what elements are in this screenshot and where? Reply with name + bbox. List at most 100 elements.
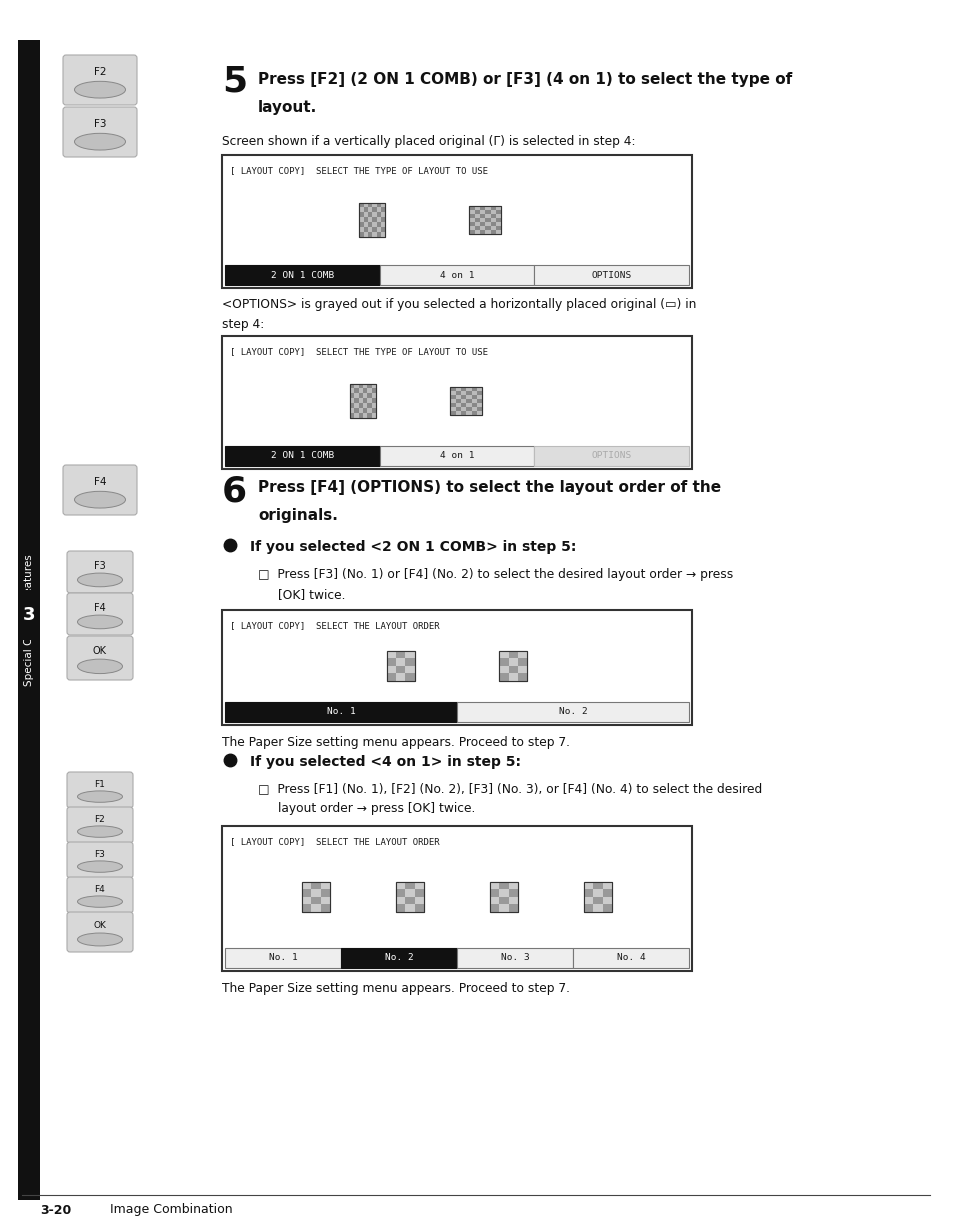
Ellipse shape bbox=[77, 659, 122, 674]
Bar bbox=[358, 393, 363, 398]
Bar bbox=[469, 205, 500, 233]
FancyBboxPatch shape bbox=[63, 55, 137, 106]
Bar bbox=[359, 227, 363, 232]
Bar bbox=[476, 399, 482, 402]
Bar bbox=[517, 650, 527, 658]
Bar bbox=[476, 411, 482, 415]
Text: F2: F2 bbox=[93, 67, 106, 77]
Ellipse shape bbox=[74, 134, 126, 150]
Bar bbox=[340, 948, 456, 968]
Bar bbox=[386, 658, 395, 665]
Bar bbox=[372, 202, 376, 207]
Bar bbox=[367, 384, 372, 389]
Bar bbox=[359, 222, 363, 227]
Text: originals.: originals. bbox=[257, 508, 337, 523]
Bar bbox=[320, 897, 330, 904]
Bar bbox=[376, 217, 380, 222]
Bar bbox=[372, 217, 376, 222]
Bar bbox=[450, 402, 456, 406]
Bar bbox=[469, 229, 474, 233]
Text: Press [F4] (OPTIONS) to select the layout order of the: Press [F4] (OPTIONS) to select the layou… bbox=[257, 480, 720, 494]
Bar bbox=[456, 399, 460, 402]
Bar bbox=[573, 948, 688, 968]
Bar bbox=[498, 650, 527, 681]
Bar bbox=[302, 881, 330, 912]
Bar bbox=[368, 212, 372, 217]
Bar bbox=[469, 213, 474, 217]
Bar bbox=[367, 389, 372, 393]
Bar bbox=[496, 210, 500, 213]
Bar bbox=[395, 881, 405, 890]
Bar bbox=[380, 222, 385, 227]
Bar bbox=[476, 395, 482, 399]
Ellipse shape bbox=[77, 861, 122, 872]
Text: OPTIONS: OPTIONS bbox=[591, 270, 631, 280]
Text: OK: OK bbox=[92, 647, 107, 656]
Text: layout.: layout. bbox=[257, 99, 317, 115]
Bar bbox=[466, 402, 471, 406]
Bar bbox=[498, 897, 508, 904]
Bar bbox=[496, 229, 500, 233]
Bar bbox=[498, 658, 508, 665]
Bar bbox=[456, 702, 688, 721]
Bar bbox=[367, 412, 372, 417]
Bar bbox=[485, 210, 490, 213]
Bar bbox=[508, 665, 517, 672]
Ellipse shape bbox=[77, 573, 122, 587]
Bar bbox=[358, 407, 363, 412]
Bar bbox=[593, 881, 602, 890]
Bar bbox=[405, 650, 415, 658]
Bar bbox=[479, 222, 485, 226]
Text: F3: F3 bbox=[94, 850, 106, 859]
Text: <OPTIONS> is grayed out if you selected a horizontally placed original (▭) in: <OPTIONS> is grayed out if you selected … bbox=[222, 298, 696, 310]
Bar bbox=[508, 658, 517, 665]
Bar bbox=[363, 389, 367, 393]
Bar bbox=[372, 412, 375, 417]
Bar bbox=[474, 213, 479, 217]
Bar bbox=[363, 384, 367, 389]
Bar bbox=[496, 226, 500, 229]
Text: F4: F4 bbox=[94, 885, 105, 894]
Bar bbox=[405, 881, 415, 890]
Ellipse shape bbox=[77, 896, 122, 907]
Bar bbox=[415, 897, 423, 904]
Text: No. 1: No. 1 bbox=[326, 708, 355, 717]
Bar bbox=[368, 207, 372, 212]
Bar bbox=[450, 399, 456, 402]
Bar bbox=[350, 402, 354, 407]
Bar bbox=[363, 207, 368, 212]
Bar bbox=[376, 202, 380, 207]
Text: F1: F1 bbox=[94, 780, 106, 789]
Bar bbox=[498, 904, 508, 912]
FancyBboxPatch shape bbox=[67, 593, 132, 636]
Bar bbox=[583, 890, 593, 897]
Bar bbox=[350, 393, 354, 398]
Bar bbox=[460, 402, 466, 406]
Bar bbox=[358, 398, 363, 402]
Bar bbox=[358, 412, 363, 417]
Bar bbox=[517, 672, 527, 681]
Bar bbox=[456, 395, 460, 399]
Bar bbox=[363, 227, 368, 232]
Bar bbox=[476, 390, 482, 395]
Bar bbox=[405, 665, 415, 672]
Bar bbox=[354, 384, 358, 389]
Bar bbox=[602, 881, 612, 890]
Bar bbox=[380, 202, 385, 207]
Bar bbox=[476, 387, 482, 390]
Bar bbox=[415, 890, 423, 897]
Bar bbox=[456, 390, 460, 395]
Bar bbox=[469, 205, 474, 210]
Bar bbox=[508, 890, 517, 897]
Bar bbox=[517, 658, 527, 665]
Bar bbox=[354, 412, 358, 417]
Bar bbox=[485, 222, 490, 226]
Bar bbox=[354, 407, 358, 412]
Bar bbox=[474, 229, 479, 233]
Bar bbox=[479, 229, 485, 233]
Text: 2 ON 1 COMB: 2 ON 1 COMB bbox=[271, 452, 334, 460]
Bar bbox=[372, 222, 376, 227]
Bar bbox=[498, 672, 508, 681]
Bar bbox=[363, 212, 368, 217]
Bar bbox=[534, 265, 688, 285]
